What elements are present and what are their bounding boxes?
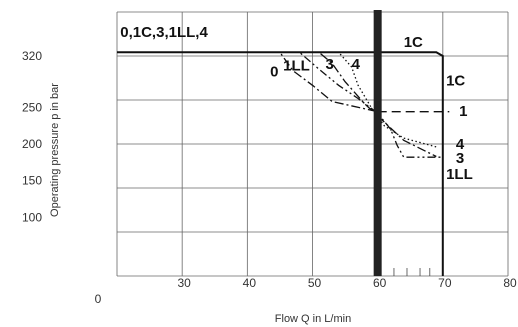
x-tick-label: 40 xyxy=(243,276,257,290)
series-0-line xyxy=(117,51,378,113)
curve-label: 0,1C,3,1LL,4 xyxy=(120,24,208,41)
y-tick-labels: 100 150 200 250 320 xyxy=(22,49,42,224)
y-tick-label: 100 xyxy=(22,210,42,224)
curve-label: 3 xyxy=(326,56,334,73)
curve-label: 1LL xyxy=(283,58,310,75)
y-tick-label: 150 xyxy=(22,174,42,188)
series-3-line xyxy=(117,51,437,158)
origin-label: 0 xyxy=(95,292,102,306)
vertical-marker xyxy=(373,10,431,276)
y-tick-label: 200 xyxy=(22,137,42,151)
x-tick-labels: 30 40 50 60 70 80 xyxy=(177,276,517,290)
x-tick-label: 50 xyxy=(308,276,322,290)
x-axis-label: Flow Q in L/min xyxy=(275,313,351,325)
curve-label: 4 xyxy=(456,136,465,153)
x-tick-label: 80 xyxy=(503,276,517,290)
curve-label: 3 xyxy=(456,150,464,167)
curve-label: 0 xyxy=(270,64,278,81)
curve-label: 1 xyxy=(459,103,467,120)
marker-bar xyxy=(373,10,382,276)
series-1c-line xyxy=(117,51,444,276)
x-tick-label: 30 xyxy=(177,276,191,290)
x-tick-label: 60 xyxy=(373,276,387,290)
series-1ll-line xyxy=(117,51,443,158)
curve-label: 4 xyxy=(352,56,361,73)
y-tick-label: 320 xyxy=(22,49,42,63)
series-lines xyxy=(117,51,450,276)
curve-label: 1C xyxy=(446,72,465,89)
curve-label: 1C xyxy=(404,34,423,51)
series-4-line xyxy=(117,51,437,148)
y-axis-label: Operating pressure p in bar xyxy=(49,83,61,217)
x-tick-label: 70 xyxy=(438,276,452,290)
y-tick-label: 250 xyxy=(22,100,42,114)
curve-label: 1LL xyxy=(446,166,473,183)
